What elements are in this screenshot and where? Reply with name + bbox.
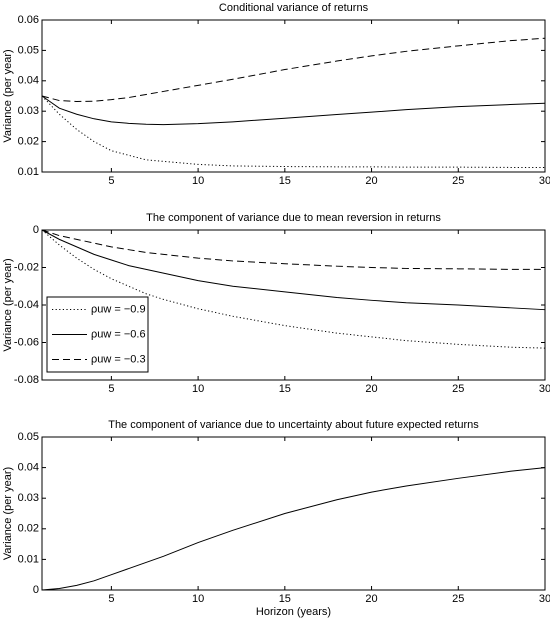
chart-title: Conditional variance of returns	[219, 2, 369, 14]
y-tick-label: -0.08	[14, 374, 39, 386]
x-tick-label: 10	[192, 175, 204, 187]
y-tick-label: -0.02	[14, 261, 39, 273]
x-tick-label: 5	[108, 175, 114, 187]
y-tick-label: 0.04	[18, 75, 39, 87]
x-tick-label: 25	[452, 175, 464, 187]
legend-label: ρuw = −0.6	[91, 328, 146, 340]
y-tick-label: 0.05	[18, 44, 39, 56]
chart-title: The component of variance due to mean re…	[146, 212, 441, 224]
legend-label: ρuw = −0.9	[91, 303, 146, 315]
y-tick-label: 0.03	[18, 492, 39, 504]
x-tick-label: 15	[279, 175, 291, 187]
y-tick-label: 0.06	[18, 14, 39, 26]
y-tick-label: 0.04	[18, 462, 39, 474]
line	[41, 229, 546, 349]
x-tick-label: 10	[192, 383, 204, 395]
x-tick-label: 10	[192, 593, 204, 605]
y-tick-label: 0	[33, 224, 39, 236]
x-tick-label: 15	[279, 383, 291, 395]
y-tick-label: 0.03	[18, 105, 39, 117]
y-axis-label: Variance (per year)	[2, 258, 14, 351]
x-axis-label: Horizon (years)	[256, 606, 331, 618]
x-tick-label: 15	[279, 593, 291, 605]
y-tick-label: 0.01	[18, 166, 39, 178]
line	[41, 95, 545, 168]
x-tick-label: 20	[365, 175, 377, 187]
x-tick-label: 5	[108, 593, 114, 605]
line	[41, 37, 546, 102]
y-tick-label: 0.02	[18, 136, 39, 148]
subplot: The component of variance due to uncerta…	[2, 419, 550, 618]
y-tick-label: 0.05	[18, 431, 39, 443]
x-tick-label: 30	[539, 383, 550, 395]
y-tick-label: 0.02	[18, 523, 39, 535]
x-tick-label: 5	[108, 383, 114, 395]
line	[41, 95, 546, 126]
legend-label: ρuw = −0.3	[91, 353, 146, 365]
chart-title: The component of variance due to uncerta…	[108, 419, 479, 431]
line	[41, 467, 546, 591]
x-tick-label: 25	[452, 383, 464, 395]
x-tick-label: 20	[365, 593, 377, 605]
x-tick-label: 25	[452, 593, 464, 605]
line	[41, 229, 545, 270]
x-tick-label: 30	[539, 593, 550, 605]
subplot: The component of variance due to mean re…	[2, 212, 550, 395]
subplot: Conditional variance of returns Variance …	[2, 2, 550, 187]
axes-box	[41, 19, 546, 173]
line	[41, 229, 546, 311]
y-tick-label: -0.06	[14, 336, 39, 348]
y-tick-label: -0.04	[14, 299, 39, 311]
y-tick-label: 0.01	[18, 553, 39, 565]
y-axis-label: Variance (per year)	[2, 467, 14, 560]
y-axis-label: Variance (per year)	[2, 49, 14, 142]
x-tick-label: 20	[365, 383, 377, 395]
x-tick-label: 30	[539, 175, 550, 187]
y-tick-label: 0	[33, 584, 39, 596]
axes-box	[41, 436, 546, 591]
